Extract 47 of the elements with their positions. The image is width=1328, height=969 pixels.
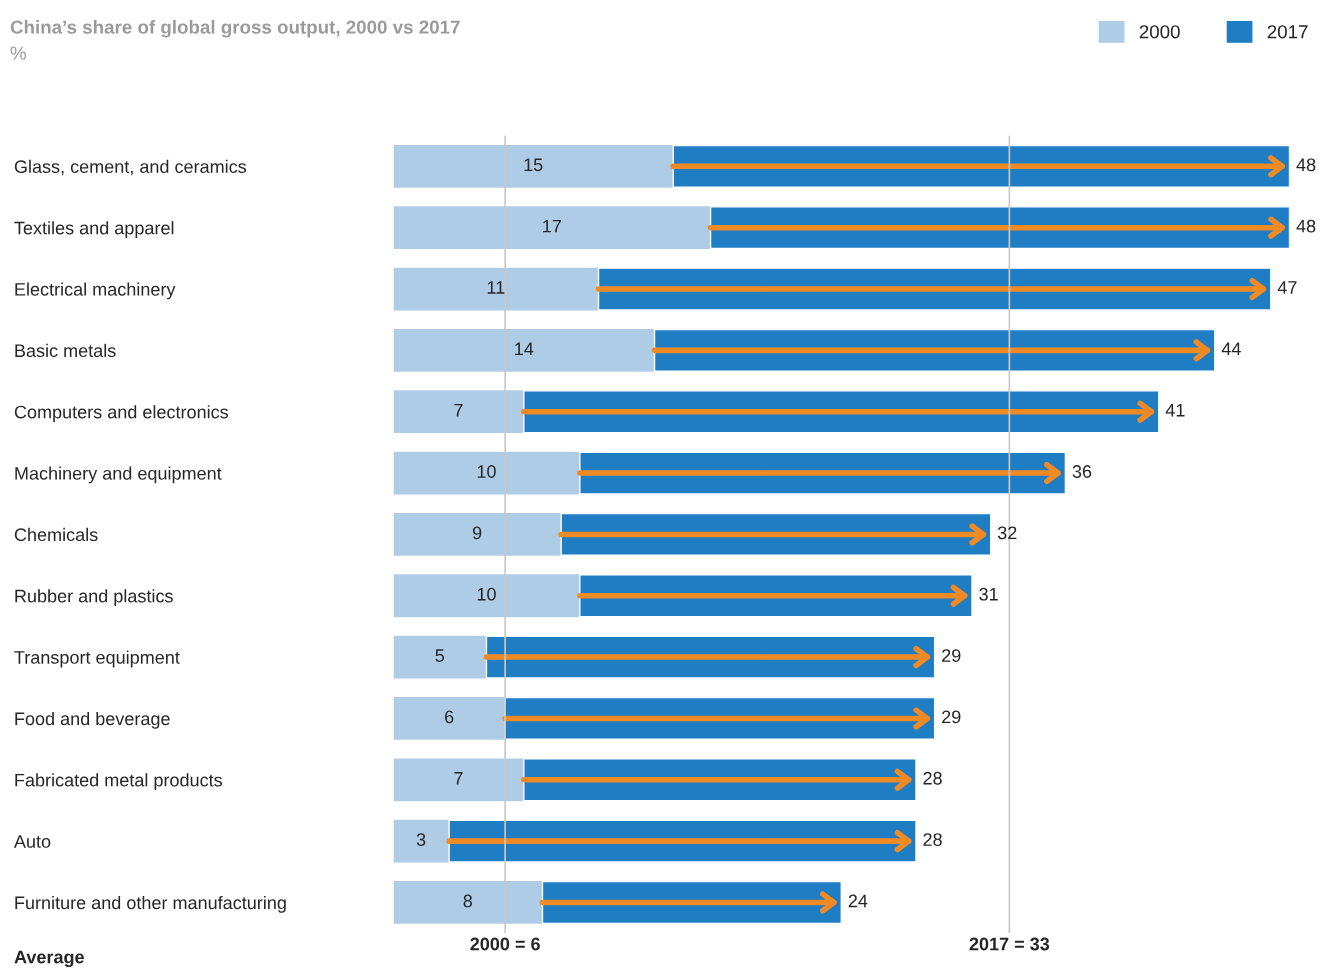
y-tick-label: Rubber and plastics: [15, 589, 173, 607]
text: %: [10, 46, 26, 60]
y-tick-label: Textiles and apparel: [14, 221, 174, 238]
data-label: 15: [524, 158, 543, 172]
data-label: 7: [454, 772, 463, 785]
data-label: 5: [435, 649, 445, 662]
data-label: 24: [848, 894, 868, 908]
y-tick-label: Furniture and other manufacturing: [15, 895, 286, 913]
y-tick-label: Transport equipment: [14, 650, 180, 668]
data-label: 44: [1221, 342, 1241, 356]
text: Average: [14, 950, 84, 968]
data-label: 6: [445, 710, 454, 724]
legend-label: 2017: [1267, 25, 1308, 39]
data-label: 3: [416, 833, 426, 846]
data-label: 28: [923, 771, 942, 785]
data-label: 14: [515, 342, 534, 356]
y-tick-label: Food and beverage: [15, 711, 170, 729]
data-label: 31: [979, 587, 998, 601]
y-tick-label: Chemicals: [14, 527, 98, 542]
data-label: 11: [487, 281, 505, 294]
legend-label: 2000: [1139, 25, 1180, 39]
data-label: 47: [1277, 281, 1297, 294]
data-label: 41: [1165, 403, 1185, 417]
y-tick-label: Auto: [13, 835, 51, 848]
ref-line-label: 2000 = 6: [470, 937, 540, 951]
data-label: 8: [463, 894, 473, 908]
y-tick-label: Fabricated metal products: [15, 773, 223, 791]
data-label: 32: [997, 526, 1017, 540]
data-label: 29: [942, 710, 961, 724]
data-label: 48: [1296, 158, 1316, 172]
data-label: 28: [923, 833, 942, 846]
data-label: 36: [1072, 465, 1092, 478]
data-label: 10: [477, 465, 496, 478]
y-tick-label: Electrical machinery: [15, 282, 176, 300]
text: China’s share of global gross output, 2000 vs 2017: [10, 20, 460, 38]
data-label: 9: [472, 526, 482, 540]
data-label: 48: [1296, 219, 1316, 233]
y-tick-label: Computers and electronics: [14, 405, 229, 422]
data-label: 29: [942, 649, 961, 662]
y-tick-label: Machinery and equipment: [15, 466, 222, 484]
data-label: 10: [477, 587, 496, 601]
ref-line-label: 2017 = 33: [969, 937, 1050, 951]
data-label: 7: [454, 403, 463, 417]
y-tick-label: Basic metals: [15, 343, 116, 358]
y-tick-label: Glass, cement, and ceramics: [14, 159, 247, 176]
data-label: 17: [543, 219, 561, 233]
bar: [393, 695, 506, 742]
